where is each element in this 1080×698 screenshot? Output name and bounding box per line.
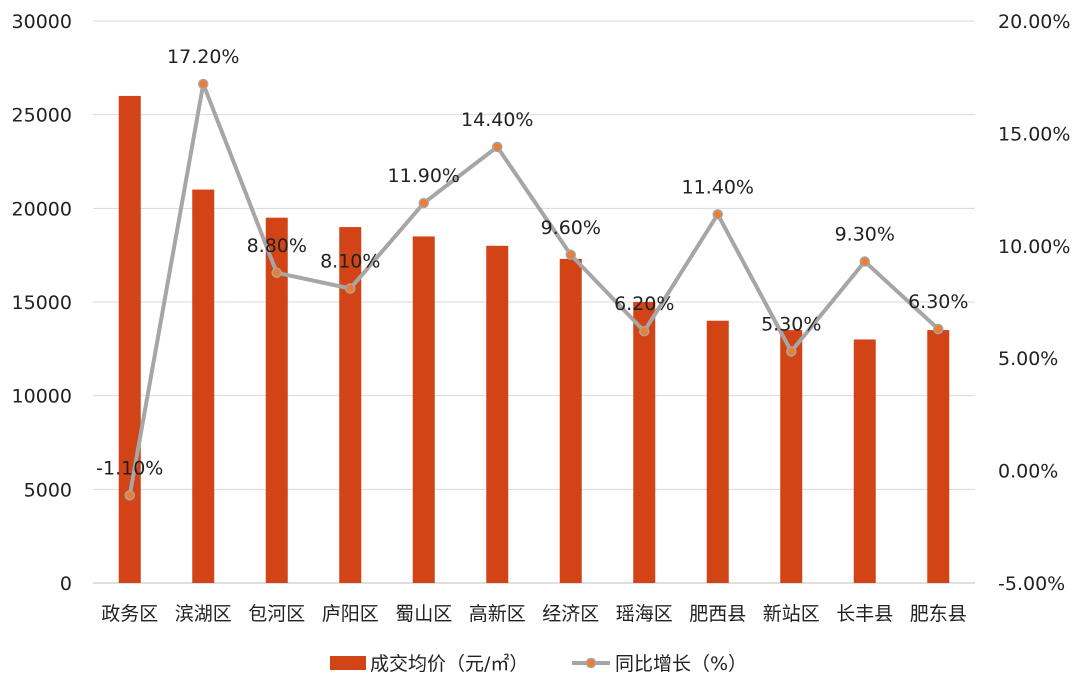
right-axis-tick-label: 0.00% [998, 461, 1058, 483]
gridlines [93, 20, 975, 584]
category-label: 肥东县 [910, 603, 967, 625]
bar [486, 245, 509, 584]
line-point [786, 346, 797, 357]
right-axis-tick-label: 10.00% [998, 236, 1070, 258]
category-label: 经济区 [542, 603, 599, 625]
legend-swatch-bar [330, 656, 366, 670]
bar [780, 330, 803, 583]
data-label: 9.30% [835, 224, 895, 246]
data-label: 11.40% [682, 176, 754, 198]
line-data-labels: -1.10% 17.20% 8.80% 8.10% 11.90% 14.40% 9.60% 6… [96, 46, 968, 479]
data-label: 8.80% [247, 235, 307, 257]
right-axis-tick-label: -5.00% [998, 573, 1065, 595]
left-axis-tick-label: 0 [60, 573, 72, 595]
data-label: -1.10% [96, 457, 163, 479]
left-axis-tick-label: 30000 [12, 11, 72, 33]
data-label: 6.20% [614, 293, 674, 315]
data-label: 11.90% [388, 165, 460, 187]
trend-line [127, 81, 940, 496]
left-axis-tick-label: 10000 [12, 386, 72, 408]
category-axis: 政务区 滨湖区 包河区 庐阳区 蜀山区 高新区 经济区 瑶海区 肥西县 新站区 长丰县 肥东县 [101, 603, 967, 625]
left-axis-tick-label: 25000 [12, 105, 72, 127]
line-point [859, 256, 870, 267]
bar [192, 189, 215, 583]
bar-series [118, 95, 950, 584]
right-axis: -5.00% 0.00% 5.00% 10.00% 15.00% 20.00% [998, 11, 1070, 595]
line-point [639, 325, 650, 337]
line-point [345, 283, 356, 294]
category-label: 包河区 [248, 603, 305, 625]
legend-label-bar: 成交均价（元/㎡） [370, 652, 528, 675]
category-label: 政务区 [101, 603, 158, 625]
line-point [492, 141, 503, 153]
bar [633, 302, 656, 583]
category-label: 新站区 [763, 603, 820, 625]
data-label: 6.30% [908, 291, 968, 313]
bar [927, 330, 950, 583]
left-axis-tick-label: 20000 [12, 198, 72, 220]
right-axis-tick-label: 15.00% [998, 123, 1070, 145]
data-label: 5.30% [761, 313, 821, 335]
category-label: 庐阳区 [322, 603, 379, 625]
data-label: 14.40% [461, 109, 533, 131]
line-point [418, 197, 429, 209]
line-point [712, 209, 723, 220]
left-axis: 0 5000 10000 15000 20000 25000 30000 [12, 11, 72, 595]
legend: 成交均价（元/㎡） 同比增长（%） [330, 652, 747, 675]
line-point [271, 267, 282, 279]
category-label: 长丰县 [836, 603, 893, 625]
category-label: 蜀山区 [395, 603, 452, 625]
bar [559, 258, 582, 583]
category-label: 肥西县 [689, 603, 746, 625]
category-label: 瑶海区 [616, 603, 673, 625]
category-label: 高新区 [469, 603, 526, 625]
legend-marker-line [585, 657, 597, 669]
bar [853, 339, 876, 583]
legend-label-line: 同比增长（%） [615, 653, 747, 675]
bar [118, 95, 141, 583]
line-point [933, 323, 944, 335]
left-axis-tick-label: 5000 [24, 479, 72, 501]
bar [265, 217, 288, 583]
line-series [124, 78, 944, 501]
bar [706, 320, 729, 583]
left-axis-tick-label: 15000 [12, 292, 72, 314]
line-point [198, 78, 209, 90]
line-point [124, 490, 135, 501]
data-label: 8.10% [320, 251, 380, 273]
bar [412, 236, 435, 583]
category-label: 滨湖区 [175, 603, 232, 625]
right-axis-tick-label: 5.00% [998, 348, 1058, 370]
bar [339, 227, 362, 584]
data-label: 9.60% [541, 217, 601, 239]
right-axis-tick-label: 20.00% [998, 11, 1070, 33]
data-label: 17.20% [167, 46, 239, 68]
line-point [565, 249, 576, 261]
